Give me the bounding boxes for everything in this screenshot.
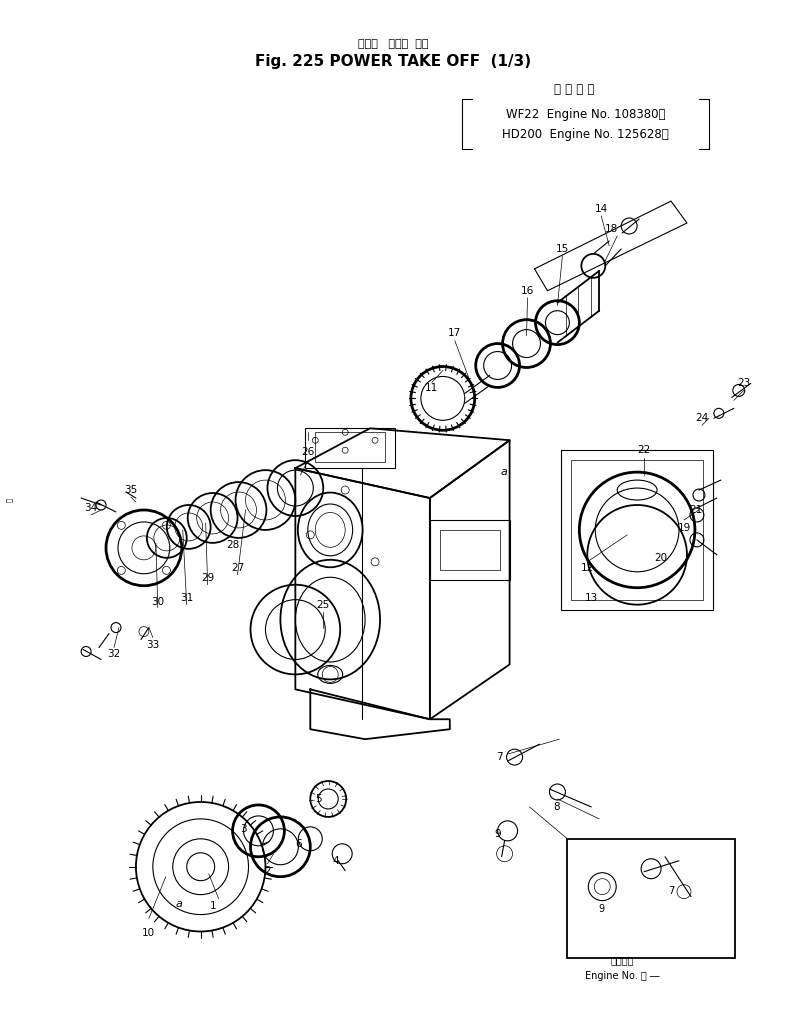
Text: 32: 32 (107, 650, 120, 659)
Text: 17: 17 (448, 328, 461, 338)
Text: 21: 21 (689, 505, 703, 515)
Text: 適用号機: 適用号機 (611, 955, 634, 965)
Text: 7: 7 (668, 885, 674, 895)
Text: 4: 4 (333, 856, 339, 866)
Text: 適 用 号 機: 適 用 号 機 (554, 83, 594, 96)
Text: 11: 11 (425, 383, 438, 393)
Text: 7: 7 (497, 752, 503, 763)
Text: 27: 27 (231, 563, 244, 573)
Bar (561, 450, 713, 609)
Bar (316, 432, 385, 462)
Text: 23: 23 (737, 378, 750, 388)
Text: 29: 29 (201, 573, 214, 583)
Text: 9: 9 (598, 903, 604, 914)
Text: 31: 31 (180, 592, 194, 602)
Text: 24: 24 (695, 414, 708, 423)
Text: 26: 26 (301, 447, 315, 457)
Text: 6: 6 (295, 839, 301, 849)
Text: 適: 適 (6, 498, 13, 502)
Text: WF22  Engine No. 108380～: WF22 Engine No. 108380～ (505, 107, 665, 121)
Text: HD200  Engine No. 125628～: HD200 Engine No. 125628～ (502, 128, 669, 141)
Text: 22: 22 (637, 445, 651, 455)
Text: 12: 12 (581, 563, 594, 573)
Text: 20: 20 (655, 553, 667, 563)
Bar (440, 530, 500, 570)
Text: 1: 1 (209, 900, 216, 911)
Text: 10: 10 (142, 929, 155, 939)
Bar (567, 839, 735, 958)
Text: 19: 19 (678, 523, 691, 533)
Text: 3: 3 (240, 823, 247, 834)
Text: 28: 28 (226, 539, 239, 550)
Text: a: a (501, 467, 507, 478)
Text: 16: 16 (521, 286, 534, 296)
Bar (305, 428, 395, 468)
Text: 13: 13 (585, 592, 598, 602)
Text: 35: 35 (124, 485, 138, 495)
Text: 8: 8 (553, 802, 560, 812)
Text: 14: 14 (595, 204, 608, 214)
Text: Fig. 225 POWER TAKE OFF  (1/3): Fig. 225 POWER TAKE OFF (1/3) (255, 54, 531, 69)
Text: a: a (176, 898, 183, 909)
Text: 33: 33 (146, 640, 160, 650)
Text: 18: 18 (604, 224, 618, 234)
Text: 2: 2 (264, 866, 271, 876)
Text: 15: 15 (556, 244, 569, 254)
Text: 5: 5 (315, 794, 322, 804)
Text: パワー   テーク  オフ: パワー テーク オフ (358, 39, 428, 49)
Bar (430, 520, 510, 580)
Text: 30: 30 (151, 596, 164, 606)
Text: Engine No. ･ ―: Engine No. ･ ― (585, 971, 660, 982)
Text: 25: 25 (316, 599, 330, 609)
Bar (571, 460, 703, 599)
Text: 34: 34 (84, 503, 98, 513)
Text: 9: 9 (494, 828, 501, 839)
